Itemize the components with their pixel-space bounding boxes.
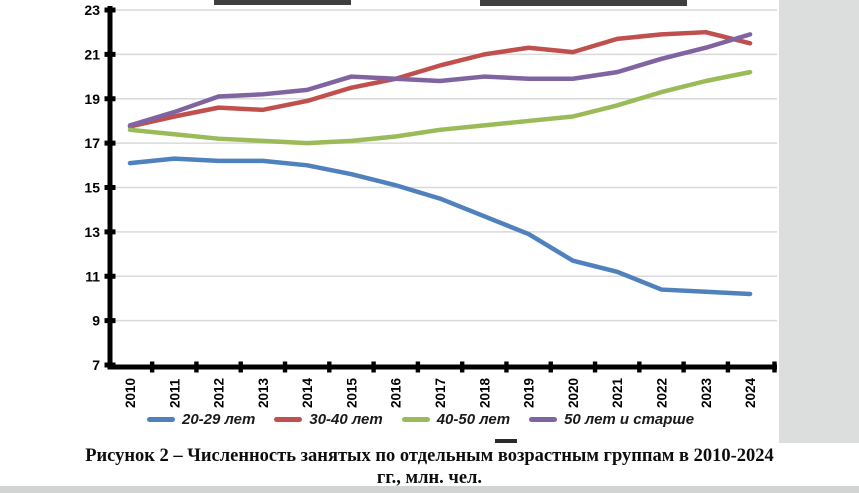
x-axis-tick [415, 361, 421, 373]
x-axis-tick [592, 361, 598, 373]
x-axis-tick [371, 361, 376, 373]
legend-label-30-40: 30-40 лет [309, 410, 383, 428]
y-axis-label: 11 [85, 268, 100, 284]
y-axis-tick [104, 229, 116, 235]
legend-label-50-plus: 50 лет и старше [564, 410, 695, 428]
x-axis-tick [282, 361, 288, 373]
y-axis-label: 7 [92, 357, 100, 373]
x-axis-label: 2018 [477, 377, 492, 408]
top-crop-artifact [480, 0, 687, 6]
series-line-40-50 лет [127, 69, 753, 146]
caption-line-1: Рисунок 2 – Численность занятых по отдел… [85, 446, 774, 466]
y-axis-tick [104, 140, 116, 146]
x-axis-label: 2023 [699, 377, 714, 408]
y-axis-tick [104, 362, 116, 368]
x-axis-label: 2012 [212, 378, 227, 408]
x-axis-tick [504, 361, 509, 373]
x-axis-tick [681, 361, 686, 373]
top-crop-artifact [214, 0, 351, 5]
right-gray-panel [779, 0, 859, 443]
x-axis-label: 2015 [344, 377, 359, 408]
y-axis-label: 9 [92, 313, 100, 329]
legend-item-20-29: 20-29 лет [147, 411, 255, 428]
caption-line-2: гг., млн. чел. [376, 468, 483, 488]
legend-label-40-50: 40-50 лет [436, 410, 511, 428]
x-axis-label: 2011 [167, 378, 182, 408]
y-axis-label: 13 [84, 224, 100, 240]
series-line-20-29 лет [127, 156, 753, 297]
legend-item-30-40: 30-40 лет [274, 410, 383, 428]
series-line-30-40 лет [127, 29, 753, 129]
y-axis-label: 23 [84, 2, 100, 18]
legend-label-20-29: 20-29 лет [182, 410, 256, 428]
legend-swatch-40-50 [401, 416, 430, 422]
legend-swatch-20-29 [147, 416, 175, 422]
y-axis-label: 19 [84, 91, 100, 107]
chart-legend: 20-29 лет 30-40 лет 40-50 лет 50 лет и с… [147, 407, 694, 431]
x-axis-label: 2022 [654, 378, 669, 408]
y-axis-tick [104, 185, 116, 190]
figure-caption: Рисунок 2 – Численность занятых по отдел… [0, 445, 859, 489]
x-axis-label: 2024 [743, 377, 758, 408]
x-axis-label: 2013 [256, 377, 271, 408]
x-axis-tick [725, 361, 731, 373]
legend-item-40-50: 40-50 лет [401, 410, 511, 428]
x-axis-tick [772, 361, 777, 373]
x-axis-tick [327, 361, 332, 373]
x-axis-tick [149, 361, 155, 373]
x-axis-label: 2010 [123, 378, 138, 408]
x-axis-tick [459, 361, 465, 373]
y-axis-tick [104, 51, 116, 57]
x-axis-tick [238, 361, 243, 373]
x-axis-label: 2020 [566, 378, 581, 408]
x-axis-label: 2017 [433, 378, 448, 408]
x-axis-tick [637, 361, 642, 373]
x-axis-tick [548, 361, 553, 373]
y-axis-tick [104, 273, 116, 279]
y-axis-label: 15 [84, 180, 100, 196]
line-chart: 7 9 11 13 15 17 19 21 23 2010 2011 2012 2013 2014 2015… [84, 2, 777, 408]
x-axis-label: 2019 [522, 378, 537, 408]
x-axis-label: 2014 [300, 377, 315, 408]
legend-swatch-30-40 [274, 416, 303, 422]
crop-artifact [495, 439, 517, 443]
bottom-gray-strip [0, 486, 859, 493]
legend-item-50-plus: 50 лет и старше [529, 411, 694, 428]
y-axis-tick [104, 318, 116, 324]
y-axis-label: 17 [84, 135, 100, 151]
x-axis-tick [194, 361, 199, 373]
y-axis-tick [104, 7, 116, 13]
x-axis-label: 2021 [610, 377, 625, 408]
y-axis-tick [104, 96, 116, 102]
x-axis-label: 2016 [389, 377, 404, 408]
legend-swatch-50-plus [529, 416, 558, 422]
y-axis-label: 21 [84, 46, 100, 62]
series-line-50 лет и старше [127, 32, 753, 128]
